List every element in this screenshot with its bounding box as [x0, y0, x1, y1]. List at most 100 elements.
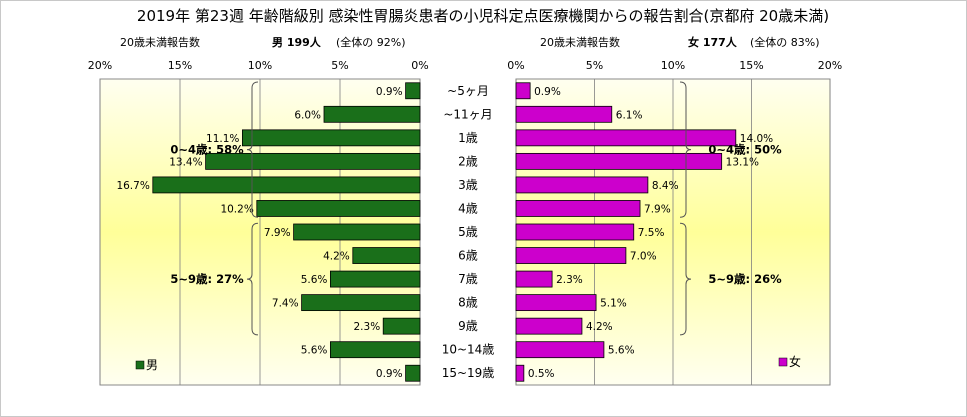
- male-data-label: 6.0%: [294, 109, 321, 121]
- female-bar: [515, 247, 627, 264]
- male-data-label: 7.9%: [264, 227, 291, 239]
- female-bar: [515, 152, 723, 170]
- female-bar: [515, 317, 583, 335]
- male-series: 0.9% 6.0% 11.1% 13.4% 16.7% 10.2% 7.9% 4.2% 5.6%…: [116, 82, 421, 382]
- female-tick-label: 5%: [586, 59, 603, 72]
- chart-title: 2019年 第23週 年齢階級別 感染性胃腸炎患者の小児科定点医療機関からの報告…: [137, 7, 829, 25]
- male-bar: [293, 223, 421, 241]
- female-group-label: 5~9歳: 26%: [708, 272, 782, 286]
- male-group-brace: [246, 81, 259, 218]
- female-data-label: 7.9%: [644, 203, 671, 215]
- category-label: 1歳: [458, 131, 478, 145]
- male-bar: [329, 341, 421, 359]
- female-bar: [515, 364, 525, 382]
- male-data-label: 5.6%: [301, 274, 328, 286]
- legend-female-label: 女: [789, 354, 801, 369]
- category-label: 4歳: [458, 201, 478, 215]
- male-header-prefix: 20歳未満報告数: [120, 36, 200, 49]
- male-tick-label: 15%: [168, 59, 192, 72]
- male-bar: [323, 105, 421, 123]
- male-bar: [205, 152, 421, 170]
- female-bar: [515, 82, 531, 100]
- category-label: ~11ヶ月: [443, 107, 492, 121]
- male-data-label: 2.3%: [354, 321, 381, 333]
- female-bar: [515, 105, 613, 123]
- female-bar: [515, 223, 635, 241]
- legend-male-label: 男: [146, 358, 158, 372]
- male-group-brace: [246, 222, 259, 336]
- female-data-label: 6.1%: [616, 109, 643, 121]
- category-label: 6歳: [458, 249, 478, 263]
- male-data-label: 13.4%: [169, 156, 202, 168]
- male-data-label: 4.2%: [323, 251, 350, 263]
- age-group-annotations: 0~4歳: 58% 5~9歳: 27% 0~4歳: 50% 5~9歳: 26%: [170, 81, 782, 336]
- female-bar: [515, 294, 597, 312]
- female-data-label: 5.6%: [608, 345, 635, 357]
- female-header-count: 女 177人: [688, 35, 738, 49]
- female-group-label: 0~4歳: 50%: [708, 143, 782, 157]
- female-bar: [515, 270, 553, 288]
- female-data-label: 2.3%: [556, 274, 583, 286]
- female-data-label: 13.1%: [726, 156, 759, 168]
- male-group-label: 5~9歳: 27%: [170, 272, 244, 286]
- category-label: ~5ヶ月: [447, 84, 489, 98]
- male-tick-label: 5%: [331, 59, 348, 72]
- female-data-label: 7.5%: [638, 227, 665, 239]
- male-bar: [382, 317, 421, 335]
- female-tick-label: 0%: [507, 59, 524, 72]
- male-tick-label: 20%: [88, 59, 112, 72]
- male-bar: [256, 200, 421, 217]
- male-data-label: 5.6%: [301, 345, 328, 357]
- male-data-label: 11.1%: [206, 133, 239, 145]
- male-header-count: 男 199人: [272, 35, 322, 49]
- female-series: 0.9% 6.1% 14.0% 13.1% 8.4% 7.9% 7.5% 7.0% 2.3% 5.…: [515, 82, 773, 382]
- female-header-prefix: 20歳未満報告数: [540, 36, 620, 49]
- legend-female-swatch: [778, 357, 788, 367]
- female-bar: [515, 200, 641, 217]
- male-data-label: 16.7%: [116, 180, 149, 192]
- male-data-label: 10.2%: [220, 203, 253, 215]
- female-bar: [515, 129, 737, 147]
- female-group-brace: [679, 222, 692, 336]
- female-data-label: 8.4%: [652, 180, 679, 192]
- category-labels: ~5ヶ月 ~11ヶ月 1歳 2歳 3歳 4歳 5歳 6歳 7歳 8歳 9歳 10~14歳 15~19歳: [442, 84, 495, 380]
- male-bar: [352, 247, 421, 264]
- female-data-label: 0.9%: [534, 86, 561, 98]
- legend-male-swatch: [135, 360, 145, 370]
- female-tick-label: 20%: [818, 59, 842, 72]
- category-label: 5歳: [458, 225, 478, 239]
- male-data-label: 7.4%: [272, 298, 299, 310]
- female-header-note: (全体の 83%): [750, 35, 820, 49]
- female-data-label: 14.0%: [740, 133, 773, 145]
- female-data-label: 7.0%: [630, 251, 657, 263]
- female-bar: [515, 176, 649, 194]
- female-data-label: 0.5%: [528, 368, 555, 380]
- category-label: 10~14歳: [442, 343, 495, 357]
- category-label: 9歳: [458, 319, 478, 333]
- male-bar: [329, 270, 421, 288]
- category-label: 7歳: [458, 272, 478, 286]
- male-tick-label: 0%: [411, 59, 428, 72]
- category-label: 2歳: [458, 154, 478, 168]
- female-data-label: 4.2%: [586, 321, 613, 333]
- female-tick-label: 10%: [661, 59, 685, 72]
- category-label: 3歳: [458, 178, 478, 192]
- male-bar: [152, 176, 421, 194]
- female-group-brace: [679, 81, 692, 218]
- male-bar: [405, 82, 421, 100]
- male-bar: [405, 364, 421, 382]
- female-data-label: 5.1%: [600, 298, 627, 310]
- female-bar: [515, 341, 605, 359]
- male-data-label: 0.9%: [376, 86, 403, 98]
- male-group-label: 0~4歳: 58%: [170, 143, 244, 157]
- male-bar: [241, 129, 421, 147]
- tick-labels: 20% 15% 10% 5% 0% 0% 5% 10% 15% 20%: [88, 59, 842, 72]
- category-label: 8歳: [458, 296, 478, 310]
- female-tick-label: 15%: [739, 59, 763, 72]
- male-tick-label: 10%: [248, 59, 272, 72]
- male-bar: [301, 294, 421, 312]
- male-data-label: 0.9%: [376, 368, 403, 380]
- category-label: 15~19歳: [442, 366, 495, 380]
